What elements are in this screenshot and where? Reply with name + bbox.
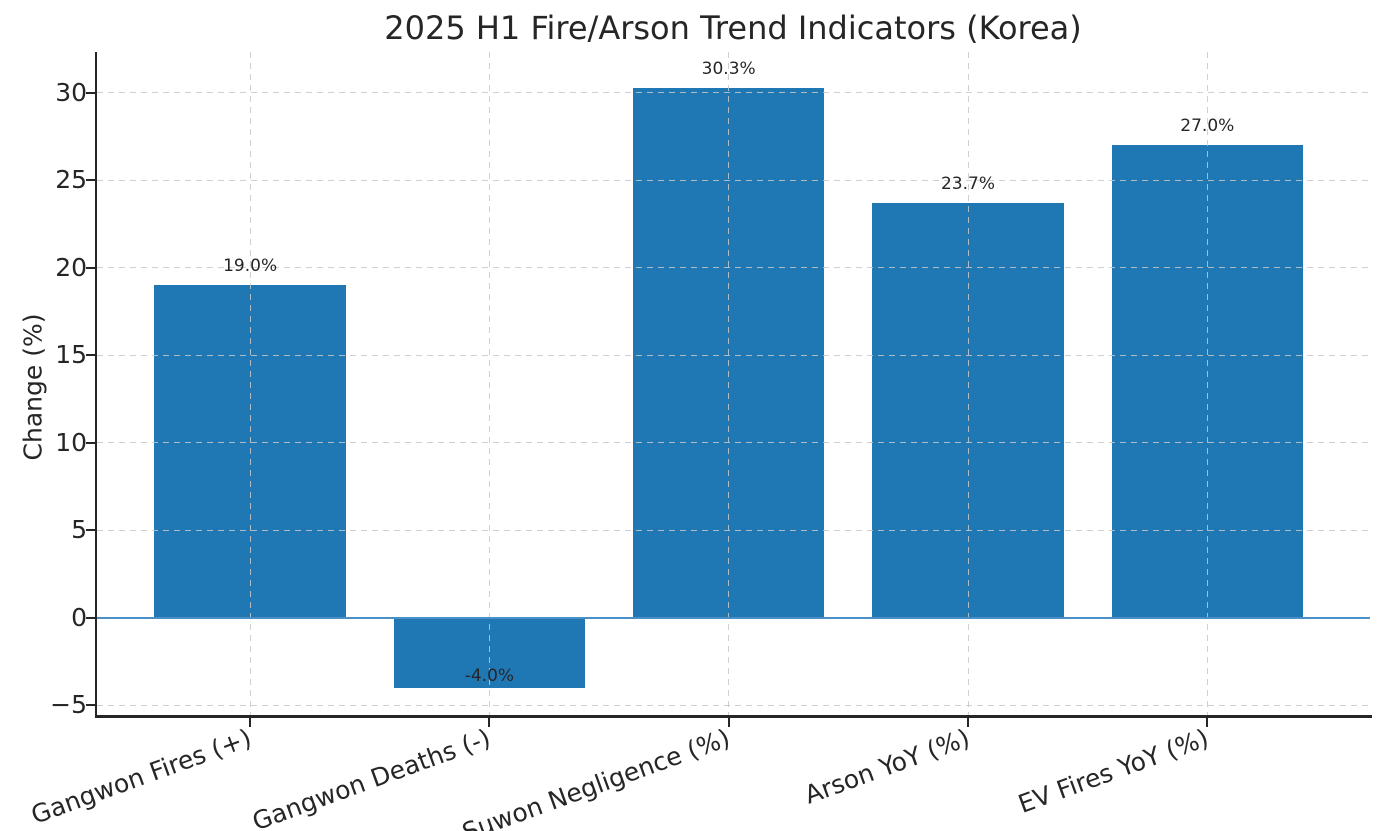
y-tick-mark	[86, 616, 95, 619]
y-tick-label: −5	[50, 690, 87, 720]
h-gridline	[97, 442, 1370, 444]
y-axis-label: Change (%)	[18, 313, 48, 461]
bar-value-label: -4.0%	[464, 665, 515, 686]
zero-line	[97, 616, 1370, 619]
y-tick-label: 10	[55, 427, 87, 457]
x-tick-label: Arson YoY (%)	[800, 723, 974, 810]
y-axis-spine	[95, 52, 97, 718]
x-tick-mark	[488, 718, 491, 727]
h-gridline	[97, 92, 1370, 94]
v-gridline	[249, 52, 251, 718]
v-gridline	[967, 52, 969, 718]
x-tick-label: EV Fires YoY (%)	[1014, 723, 1213, 819]
y-tick-mark	[86, 266, 95, 269]
chart-title: 2025 H1 Fire/Arson Trend Indicators (Kor…	[384, 9, 1082, 47]
grid-layer	[97, 52, 1370, 718]
x-tick-mark	[727, 718, 730, 727]
h-gridline	[97, 529, 1370, 531]
y-tick-label: 20	[55, 252, 87, 282]
plot-area: 19.0% -4.0% 30.3% 23.7% 27.0%	[97, 52, 1370, 718]
y-tick-label: 25	[55, 165, 87, 195]
y-tick-mark	[86, 704, 95, 707]
v-gridline	[488, 52, 490, 718]
x-tick-label: Suwon Negligence (%)	[458, 723, 734, 831]
x-tick-label: Gangwon Deaths (-)	[248, 723, 495, 831]
y-tick-mark	[86, 179, 95, 182]
y-tick-label: 5	[71, 515, 87, 545]
bar-value-label: 23.7%	[940, 174, 996, 195]
y-tick-mark	[86, 441, 95, 444]
h-gridline	[97, 179, 1370, 181]
h-gridline	[97, 267, 1370, 269]
x-tick-mark	[249, 718, 252, 727]
h-gridline	[97, 704, 1370, 706]
bar-labels-layer: 19.0% -4.0% 30.3% 23.7% 27.0%	[97, 52, 1370, 718]
v-gridline	[1206, 52, 1208, 718]
x-tick-label: Gangwon Fires (+)	[27, 723, 256, 830]
y-tick-label: 15	[55, 340, 87, 370]
y-tick-mark	[86, 529, 95, 532]
bar-value-label: 19.0%	[223, 256, 278, 277]
v-gridline	[728, 52, 730, 718]
y-tick-label: 30	[55, 77, 87, 107]
y-tick-label: 0	[71, 602, 87, 632]
y-tick-mark	[86, 354, 95, 357]
x-tick-mark	[1206, 718, 1209, 727]
x-tick-mark	[967, 718, 969, 727]
y-tick-mark	[86, 91, 95, 94]
bar-value-label: 30.3%	[701, 58, 756, 79]
x-axis-spine	[95, 715, 1372, 718]
bar-value-label: 27.0%	[1180, 116, 1235, 137]
h-gridline	[97, 354, 1370, 356]
